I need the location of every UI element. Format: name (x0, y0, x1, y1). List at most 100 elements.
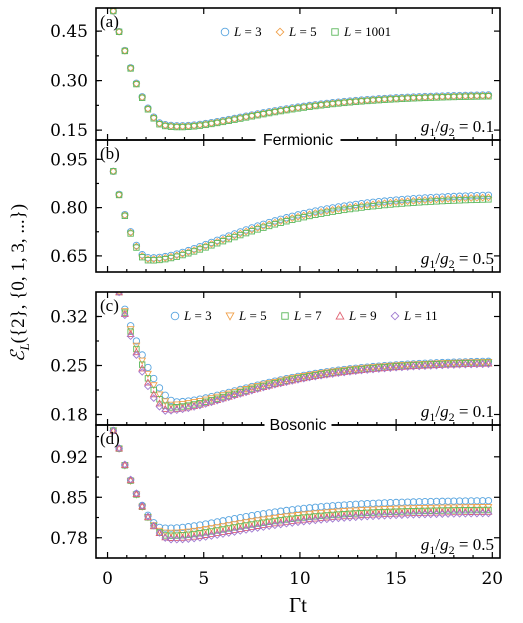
data-point (351, 513, 360, 522)
data-point (224, 390, 233, 398)
data-point (427, 193, 435, 202)
data-point (207, 395, 216, 403)
data-point (190, 534, 198, 543)
data-point (253, 384, 262, 392)
data-point (190, 403, 198, 411)
data-point (259, 383, 268, 392)
data-point (432, 497, 441, 506)
data-point (247, 385, 256, 394)
data-point (300, 209, 308, 218)
data-point (133, 244, 140, 251)
data-point (444, 510, 452, 518)
y-tick-label: 0.32 (50, 308, 88, 328)
data-point (155, 529, 164, 537)
data-point (265, 382, 273, 390)
data-point (340, 514, 349, 522)
series-group-a (109, 8, 493, 131)
data-point (253, 521, 262, 529)
data-point (109, 167, 118, 176)
x-tick-label: 10 (289, 569, 311, 589)
data-point (352, 500, 360, 508)
data-point (311, 514, 320, 522)
data-point (259, 381, 268, 389)
data-point (247, 525, 256, 533)
data-point (144, 106, 152, 113)
group-label-fermionic: Fermionic (263, 132, 333, 149)
data-point (127, 477, 134, 484)
data-point (259, 382, 268, 390)
data-point (224, 393, 233, 402)
legend-marker (220, 27, 230, 37)
data-point (415, 194, 423, 202)
data-point (236, 389, 245, 397)
series-c-L=5 (116, 292, 493, 409)
data-point (172, 535, 181, 544)
legend-entry: L = 1001 (343, 24, 391, 39)
data-point (438, 497, 446, 505)
data-point (149, 521, 158, 530)
data-point (357, 365, 366, 373)
data-point (126, 475, 135, 484)
data-point (242, 526, 250, 534)
data-point (485, 196, 492, 203)
data-point (121, 212, 129, 219)
data-point (109, 426, 118, 435)
data-point (219, 395, 227, 403)
data-point (375, 197, 383, 206)
data-point (143, 378, 152, 386)
data-point (328, 370, 337, 378)
data-point (415, 510, 424, 519)
data-point (133, 491, 140, 498)
data-point (201, 400, 210, 408)
data-point (479, 497, 487, 505)
data-point (213, 518, 221, 526)
data-point (178, 400, 187, 409)
data-point (133, 80, 140, 88)
data-point (167, 535, 175, 544)
data-point (288, 516, 297, 525)
series-d-L=11 (109, 426, 493, 544)
data-point (294, 518, 302, 527)
data-point (149, 390, 158, 398)
data-point (139, 94, 146, 101)
coupling-ratio-label: g1/g2 = 0.1 (421, 117, 494, 139)
x-tick-label: 0 (102, 569, 113, 589)
data-point (143, 370, 152, 378)
data-point (155, 391, 164, 399)
data-point (138, 501, 147, 510)
data-point (421, 510, 429, 519)
data-point (150, 374, 158, 383)
legend-entry: L = 7 (293, 308, 322, 323)
data-point (219, 527, 227, 535)
data-point (139, 361, 146, 368)
panel-label: (b) (100, 144, 120, 163)
data-point (282, 519, 291, 528)
data-point (357, 500, 366, 508)
data-point (288, 519, 297, 527)
data-point (265, 380, 274, 388)
data-point (398, 363, 406, 372)
series-b-L=1001 (110, 168, 492, 264)
data-point (398, 195, 406, 204)
data-point (167, 406, 175, 415)
legend-marker (331, 28, 339, 36)
data-point (380, 499, 389, 507)
data-point (363, 366, 372, 374)
data-point (184, 404, 193, 413)
data-point (311, 371, 320, 380)
data-point (132, 241, 141, 250)
data-point (363, 499, 371, 508)
data-point (386, 364, 395, 372)
data-point (461, 192, 470, 200)
data-point (120, 308, 129, 316)
data-point (328, 204, 337, 212)
data-point (421, 362, 429, 370)
data-point (478, 509, 487, 518)
y-tick-label: 0.15 (50, 121, 88, 141)
data-point (132, 351, 141, 359)
data-point (449, 361, 458, 369)
data-point (196, 401, 204, 410)
data-point (299, 373, 308, 382)
data-point (369, 512, 377, 521)
data-point (455, 497, 464, 505)
